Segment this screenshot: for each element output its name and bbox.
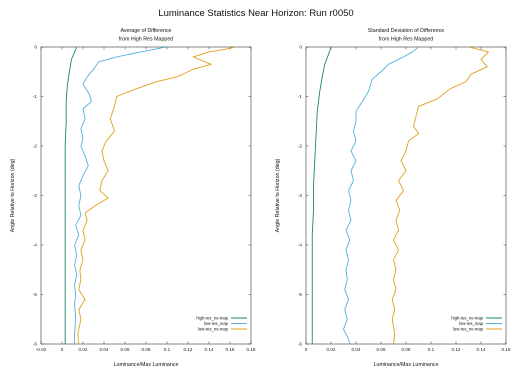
x-tick-label: 0.18 bbox=[247, 347, 256, 352]
x-tick-label: 0.04 bbox=[352, 347, 361, 352]
y-tick-label: -4 bbox=[33, 243, 38, 248]
y-tick-label: 0 bbox=[34, 45, 37, 50]
panel-average-of-difference: Average of Difference from High Res Mappe… bbox=[10, 28, 256, 368]
x-tick-label: 0.02 bbox=[327, 347, 336, 352]
x-tick-label: 0.1 bbox=[428, 347, 435, 352]
x-tick-label: 0.14 bbox=[205, 347, 214, 352]
legend-label: high-res_no-map bbox=[196, 316, 228, 321]
x-tick-label: 0.04 bbox=[100, 347, 109, 352]
legend-label: low-res_map bbox=[204, 321, 229, 326]
y-tick-label: -4 bbox=[298, 243, 303, 248]
y-axis-label: Angle Relative to Horizon (deg) bbox=[275, 158, 281, 232]
x-tick-label: 0 bbox=[61, 347, 64, 352]
y-tick-label: -2 bbox=[33, 144, 38, 149]
plot-frame bbox=[305, 46, 507, 345]
x-tick-label: 0.16 bbox=[502, 347, 511, 352]
y-tick-label: -2 bbox=[298, 144, 303, 149]
y-tick-label: 0 bbox=[299, 45, 302, 50]
main-title: Luminance Statistics Near Horizon: Run r… bbox=[158, 8, 354, 19]
y-tick-label: -1 bbox=[33, 94, 38, 99]
y-axis-label: Angle Relative to Horizon (deg) bbox=[10, 158, 16, 232]
y-tick-label: -1 bbox=[298, 94, 303, 99]
x-tick-label: 0.08 bbox=[402, 347, 411, 352]
x-tick-label: 0.12 bbox=[452, 347, 461, 352]
x-tick-label: 0.06 bbox=[121, 347, 130, 352]
legend-label: high-res_no-map bbox=[451, 316, 483, 321]
legend-label: low-res_no-map bbox=[198, 327, 229, 332]
x-axis-label: Luminance/Max Luminance bbox=[114, 362, 179, 368]
x-tick-label: 0.08 bbox=[142, 347, 151, 352]
x-tick-label: 0 bbox=[305, 347, 308, 352]
panel-standard-deviation-of-difference: Standard Deviation of Difference from Hig… bbox=[275, 28, 511, 368]
x-tick-label: 0.1 bbox=[164, 347, 171, 352]
x-tick-label: 0.16 bbox=[226, 347, 235, 352]
panel-title-line: from High Res Mapped bbox=[379, 37, 434, 43]
y-tick-label: -5 bbox=[33, 292, 38, 297]
y-tick-label: -3 bbox=[33, 193, 38, 198]
x-axis-label: Luminance/Max Luminance bbox=[374, 362, 439, 368]
series-line-high-res_no-map bbox=[64, 47, 78, 344]
series-line-high-res_no-map bbox=[311, 47, 332, 344]
series-line-low-res_map bbox=[343, 47, 419, 344]
panel-title-line: from High Res Mapped bbox=[119, 37, 174, 43]
y-tick-label: -6 bbox=[33, 342, 38, 347]
x-tick-label: 0.12 bbox=[184, 347, 193, 352]
x-tick-label: -0.02 bbox=[36, 347, 47, 352]
x-tick-label: 0.06 bbox=[377, 347, 386, 352]
series-line-low-res_map bbox=[74, 47, 167, 344]
panel-title-line: Standard Deviation of Difference bbox=[368, 28, 445, 34]
y-tick-label: -5 bbox=[298, 292, 303, 297]
series-line-low-res_no-map bbox=[391, 47, 489, 344]
x-tick-label: 0.14 bbox=[477, 347, 486, 352]
plot-frame bbox=[40, 46, 252, 345]
legend-label: low-res_no-map bbox=[453, 327, 484, 332]
y-tick-label: -3 bbox=[298, 193, 303, 198]
series-line-low-res_no-map bbox=[77, 47, 236, 344]
x-tick-label: 0.02 bbox=[79, 347, 88, 352]
legend-label: low-res_map bbox=[459, 321, 484, 326]
y-tick-label: -6 bbox=[298, 342, 303, 347]
panel-title-line: Average of Difference bbox=[120, 28, 171, 34]
